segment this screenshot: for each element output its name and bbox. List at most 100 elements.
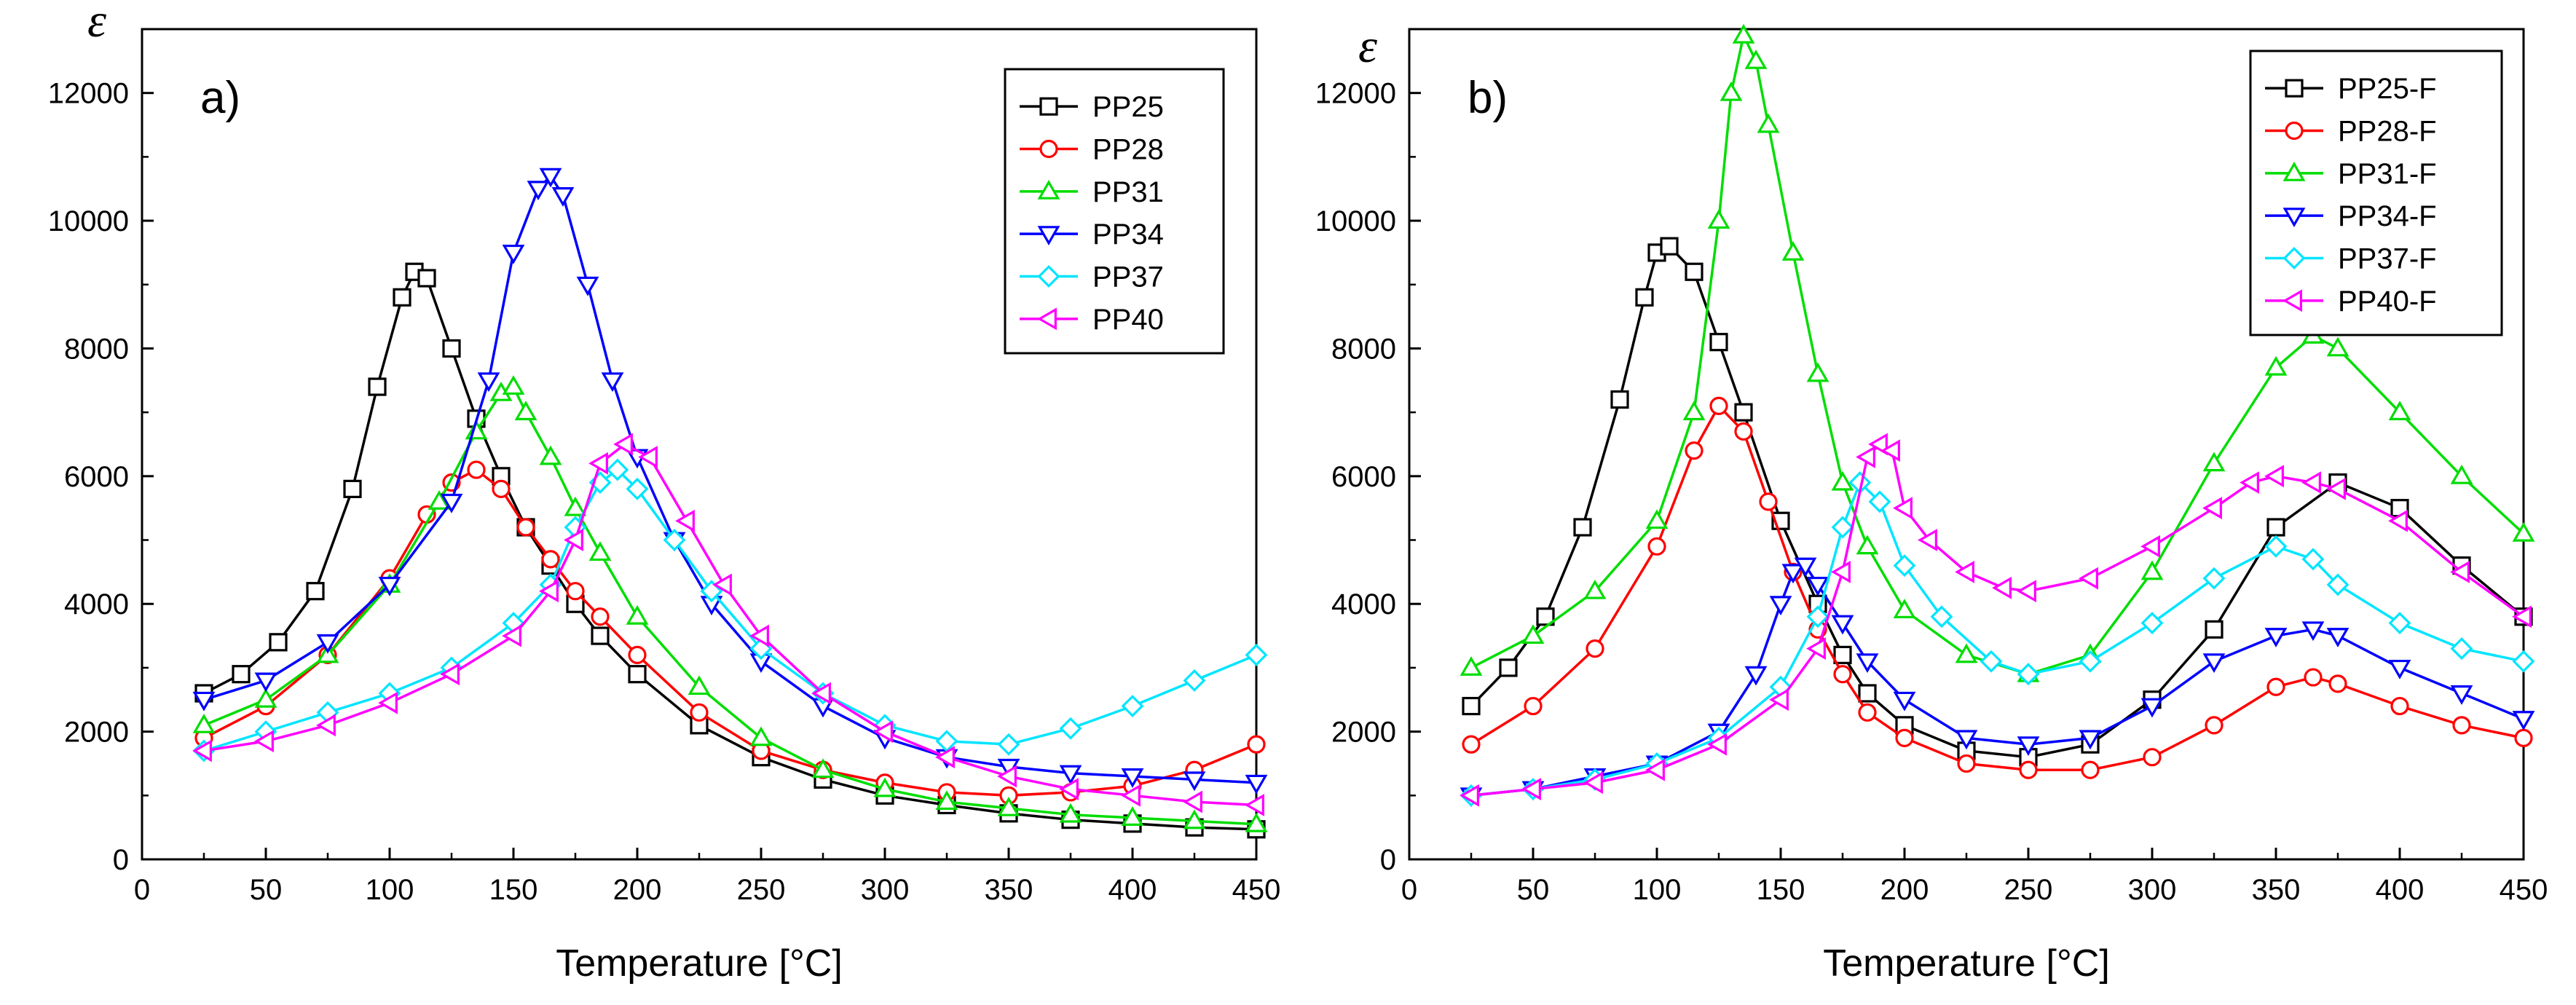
legend-item: PP31-F	[2265, 158, 2437, 190]
data-point	[564, 496, 587, 516]
data-point	[2202, 567, 2226, 590]
data-point	[2017, 663, 2040, 686]
data-point	[316, 634, 339, 654]
data-point	[1524, 696, 1543, 716]
data-point	[254, 672, 277, 693]
data-point	[564, 529, 583, 551]
data-point	[1521, 778, 1541, 800]
data-point	[1734, 422, 1753, 441]
data-point	[1610, 390, 1629, 409]
x-tick-label: 250	[737, 874, 786, 906]
legend-label: PP40	[1092, 304, 1164, 336]
data-point	[2512, 650, 2535, 673]
data-point	[1744, 49, 1768, 69]
x-tick-label: 50	[250, 874, 283, 906]
data-point	[2205, 620, 2224, 639]
panel-a: 0 50 100 150 200 250 300 350 400 450 0 2000 4000 6000…	[48, 0, 1281, 985]
data-point	[2205, 716, 2224, 735]
legend-marker	[1037, 307, 1057, 331]
series-line	[203, 270, 1257, 831]
data-point	[2512, 521, 2535, 542]
data-point	[1121, 784, 1141, 807]
series-layer-b	[1460, 23, 2535, 808]
data-point	[1806, 362, 1829, 382]
panel-b: 0 50 100 150 200 250 300 350 400 450 0 2000 4000 6000…	[1315, 20, 2548, 985]
legend-label: PP34	[1092, 218, 1164, 251]
data-point	[1682, 401, 1706, 421]
series-PP31	[192, 375, 1268, 832]
data-point	[935, 790, 958, 811]
x-tick-label: 150	[1757, 874, 1805, 906]
data-point	[1955, 560, 1974, 583]
y-tick-label: 6000	[64, 461, 129, 493]
data-point	[316, 643, 339, 663]
axis-ticks-b: 0 50 100 150 200 250 300 350 400 450 0 2000 4000 6000…	[1315, 78, 2548, 906]
y-tick-label: 12000	[1315, 78, 1396, 110]
data-point	[1247, 735, 1266, 754]
y-tick-label: 10000	[1315, 205, 1396, 237]
data-point	[997, 765, 1017, 788]
legend-item: PP28-F	[2265, 116, 2437, 148]
data-point	[2326, 477, 2346, 500]
data-point	[192, 713, 216, 733]
data-point	[1183, 669, 1206, 692]
x-tick-label: 100	[1633, 874, 1682, 906]
data-point	[2326, 628, 2349, 647]
data-point	[2512, 711, 2535, 730]
series-line	[203, 174, 1257, 784]
x-tick-label: 450	[2500, 874, 2548, 906]
data-point	[1856, 535, 1879, 555]
data-point	[1460, 784, 1479, 807]
data-point	[1893, 497, 1913, 520]
data-point	[2081, 760, 2100, 779]
data-point	[591, 626, 610, 645]
data-point	[606, 458, 629, 481]
x-tick-label: 250	[2004, 874, 2053, 906]
data-point	[2140, 560, 2164, 580]
data-point	[2388, 401, 2411, 421]
data-point	[2328, 674, 2347, 693]
legend-label: PP37-F	[2338, 243, 2437, 275]
legend-frame	[2249, 50, 2503, 336]
data-point	[1460, 656, 1483, 676]
legend-label: PP34-F	[2338, 200, 2437, 232]
data-point	[2264, 355, 2288, 376]
legend-item: PP25	[1020, 91, 1164, 123]
x-tick-label: 200	[1880, 874, 1929, 906]
data-point	[1709, 333, 1728, 352]
data-point	[514, 401, 537, 421]
data-point	[1769, 688, 1789, 712]
legend-marker	[2285, 79, 2304, 98]
data-point	[2202, 497, 2222, 520]
data-point	[1957, 754, 1976, 773]
data-point	[2264, 465, 2284, 488]
x-tick-label: 400	[2376, 874, 2425, 906]
data-point	[440, 493, 463, 513]
data-point	[1858, 703, 1877, 722]
data-point	[539, 445, 562, 465]
data-point	[675, 509, 695, 532]
data-point	[628, 645, 647, 664]
data-point	[1645, 509, 1669, 529]
data-point	[2390, 696, 2409, 716]
data-point	[1781, 564, 1805, 584]
data-point	[1536, 607, 1555, 626]
data-point	[1918, 529, 1937, 551]
data-point	[269, 633, 288, 652]
data-point	[1858, 684, 1877, 703]
data-point	[2514, 728, 2533, 747]
data-point	[1121, 695, 1144, 718]
data-point	[1583, 771, 1603, 795]
data-point	[613, 433, 633, 456]
data-point	[1868, 433, 1888, 456]
legend-label: PP40-F	[2338, 285, 2437, 318]
data-point	[2266, 677, 2285, 696]
data-point	[378, 576, 401, 596]
data-point	[192, 739, 212, 762]
data-point	[417, 269, 436, 288]
data-point	[2140, 612, 2164, 635]
data-point	[477, 372, 500, 393]
legend-marker	[2282, 161, 2306, 181]
legend-label: PP25-F	[2338, 73, 2437, 105]
series-PP37-F	[1460, 471, 2535, 807]
